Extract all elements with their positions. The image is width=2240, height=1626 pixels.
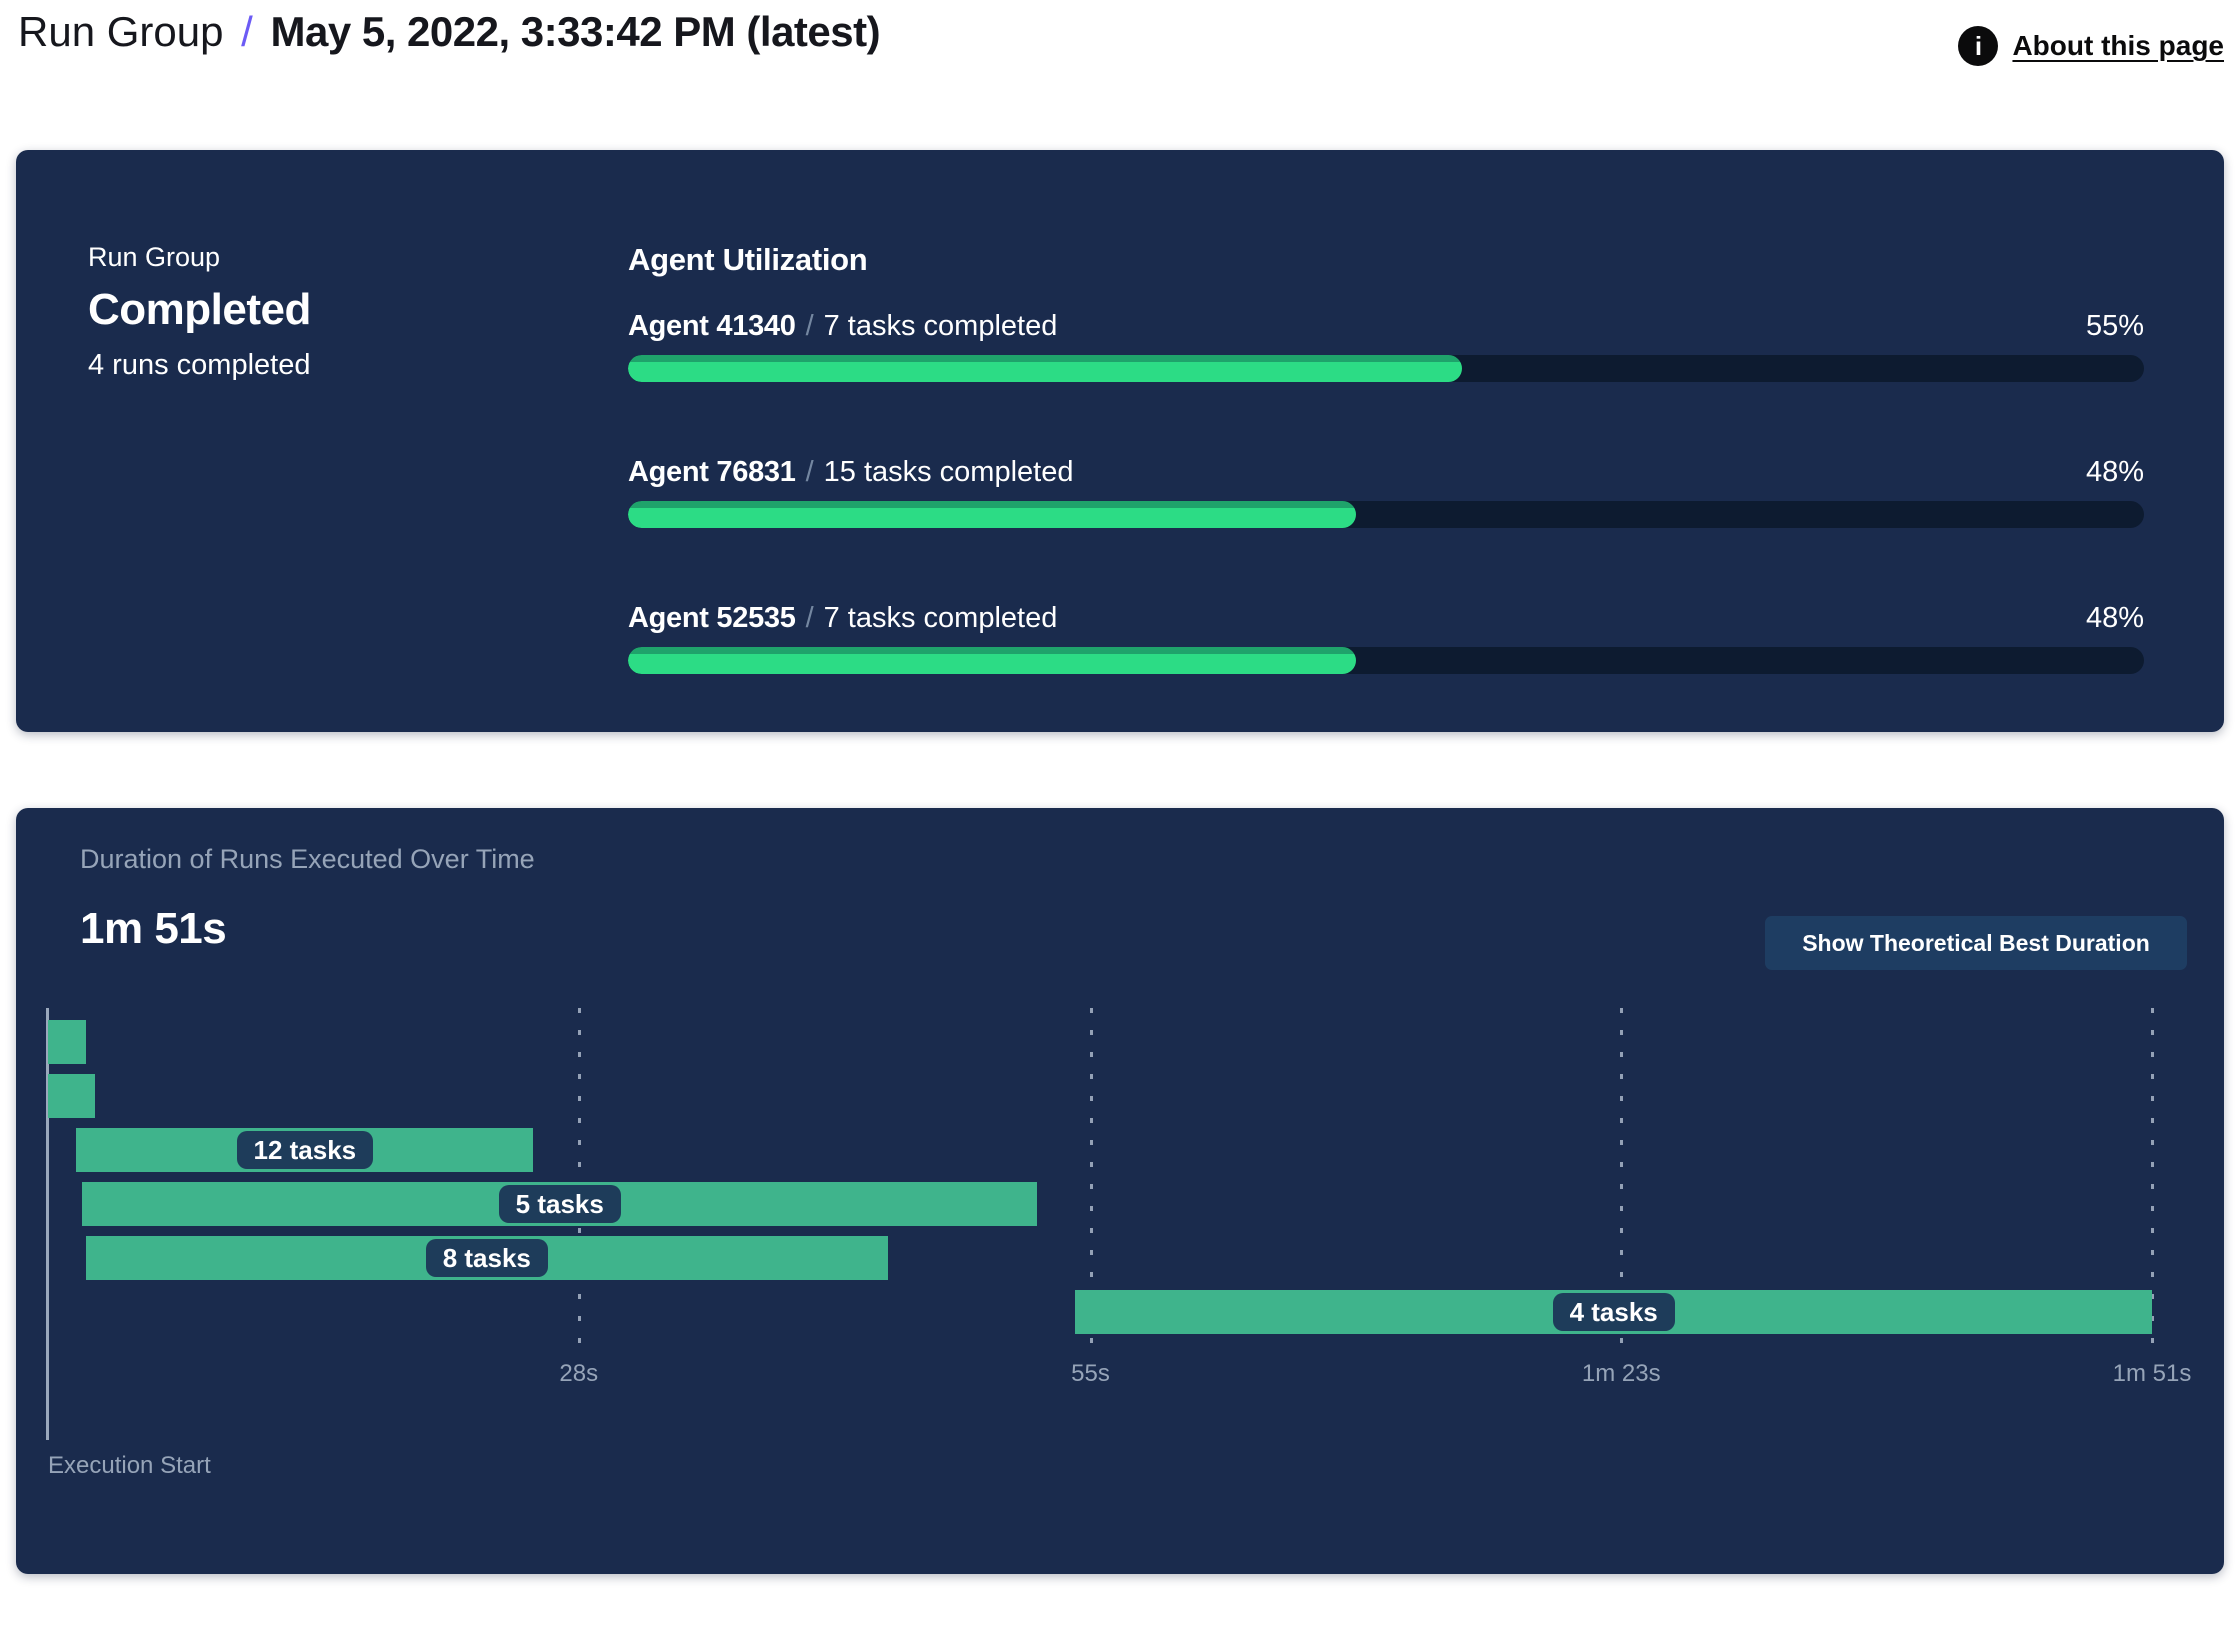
gridline-28s xyxy=(577,1008,581,1348)
agent-tasks-completed: 15 tasks completed xyxy=(823,456,1074,488)
utilization-bar-fill xyxy=(628,501,1356,528)
gantt-chart: 12 tasks 5 tasks 8 tasks 4 tasks 28s 55s 1m 2… xyxy=(46,1008,2191,1479)
about-this-page-link[interactable]: i About this page xyxy=(1958,26,2224,66)
task-count-pill: 8 tasks xyxy=(425,1239,548,1277)
utilization-bar-track xyxy=(628,501,2144,528)
total-duration-value: 1m 51s xyxy=(80,904,227,953)
x-tick-label: 28s xyxy=(559,1360,599,1387)
agent-label-line: Agent 76831 / 15 tasks completed 48% xyxy=(628,456,2144,489)
agent-name: Agent 52535 xyxy=(628,602,796,634)
task-count-pill: 12 tasks xyxy=(236,1131,374,1169)
info-icon[interactable]: i xyxy=(1958,26,1999,66)
agent-tasks-completed: 7 tasks completed xyxy=(823,602,1058,634)
agent-tasks-completed: 7 tasks completed xyxy=(823,310,1058,342)
agent-label-line: Agent 52535 / 7 tasks completed 48% xyxy=(628,602,2144,635)
agent-utilization-title: Agent Utilization xyxy=(628,242,868,277)
agent-name: Agent 41340 xyxy=(628,310,796,342)
slash-separator: / xyxy=(805,602,814,634)
utilization-bar-track xyxy=(628,647,2144,674)
agent-utilization-row: Agent 41340 / 7 tasks completed 55% xyxy=(628,310,2144,382)
breadcrumb-root[interactable]: Run Group xyxy=(18,8,224,55)
breadcrumb: Run Group / May 5, 2022, 3:33:42 PM (lat… xyxy=(18,8,881,56)
task-count-pill: 4 tasks xyxy=(1552,1293,1675,1331)
agent-utilization-row: Agent 76831 / 15 tasks completed 48% xyxy=(628,456,2144,528)
gantt-run-bar[interactable]: 8 tasks xyxy=(85,1236,888,1280)
gridline-1m51s xyxy=(2151,1008,2154,1348)
slash-separator: / xyxy=(805,456,814,488)
x-tick-label: 1m 51s xyxy=(2112,1360,2192,1387)
run-group-status: Completed xyxy=(88,285,311,334)
agent-utilization-percent: 55% xyxy=(2085,310,2144,342)
duration-panel: Duration of Runs Executed Over Time 1m 5… xyxy=(16,808,2224,1574)
gantt-run-bar[interactable]: 12 tasks xyxy=(76,1128,534,1172)
agent-label-line: Agent 41340 / 7 tasks completed 55% xyxy=(628,310,2144,343)
x-tick-label: 55s xyxy=(1071,1360,1110,1387)
gridline-55s xyxy=(1089,1008,1093,1348)
agent-utilization-percent: 48% xyxy=(2085,602,2144,634)
gantt-run-bar[interactable]: 5 tasks xyxy=(82,1182,1038,1226)
gantt-run-bar[interactable] xyxy=(48,1074,96,1118)
agent-utilization-section: Agent Utilization Agent 41340 / 7 tasks co… xyxy=(628,242,2144,748)
page-title: May 5, 2022, 3:33:42 PM (latest) xyxy=(270,8,881,55)
show-theoretical-best-duration-button[interactable]: Show Theoretical Best Duration xyxy=(1765,916,2187,970)
slash-separator: / xyxy=(805,310,814,342)
agent-utilization-row: Agent 52535 / 7 tasks completed 48% xyxy=(628,602,2144,674)
y-axis-line xyxy=(46,1008,49,1440)
utilization-bar-fill xyxy=(628,355,1462,382)
run-group-label: Run Group xyxy=(88,242,221,272)
runs-completed-count: 4 runs completed xyxy=(88,349,311,381)
task-count-pill: 5 tasks xyxy=(498,1185,621,1223)
agent-utilization-percent: 48% xyxy=(2085,456,2144,488)
gantt-run-bar[interactable]: 4 tasks xyxy=(1075,1290,2152,1334)
run-group-panel: Run Group Completed 4 runs completed Age… xyxy=(16,150,2224,732)
gridline-1m23s xyxy=(1620,1008,1624,1348)
agent-name: Agent 76831 xyxy=(628,456,796,488)
x-tick-label: 1m 23s xyxy=(1581,1360,1661,1387)
agent-rows: Agent 41340 / 7 tasks completed 55% Agent 76… xyxy=(628,310,2144,674)
run-summary: Run Group Completed 4 runs completed xyxy=(88,242,311,382)
utilization-bar-track xyxy=(628,355,2144,382)
about-link-label[interactable]: About this page xyxy=(2012,30,2224,61)
execution-start-label: Execution Start xyxy=(48,1452,211,1479)
gantt-run-bar[interactable] xyxy=(48,1020,86,1064)
duration-chart-title: Duration of Runs Executed Over Time xyxy=(80,844,535,874)
utilization-bar-fill xyxy=(628,647,1356,674)
breadcrumb-separator: / xyxy=(241,8,253,55)
